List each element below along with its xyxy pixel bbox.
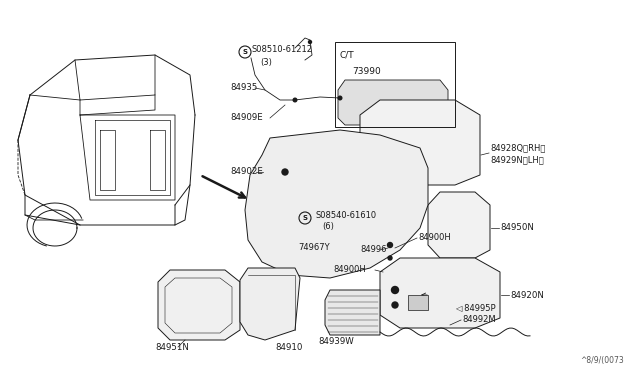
Circle shape: [387, 243, 392, 247]
Text: 84992M: 84992M: [462, 315, 495, 324]
Polygon shape: [380, 258, 500, 328]
Bar: [335, 42, 455, 127]
Text: 84951N: 84951N: [155, 343, 189, 353]
Polygon shape: [428, 192, 490, 258]
Text: 84939W: 84939W: [318, 337, 354, 346]
Polygon shape: [245, 130, 428, 278]
Text: 84929N〈LH〉: 84929N〈LH〉: [490, 155, 544, 164]
Text: C/T: C/T: [340, 51, 355, 60]
Text: 84902E: 84902E: [230, 167, 263, 176]
Circle shape: [392, 286, 399, 294]
Text: (3): (3): [260, 58, 272, 67]
Circle shape: [338, 96, 342, 100]
Text: ^8/9/(0073: ^8/9/(0073: [580, 356, 624, 365]
Polygon shape: [158, 270, 240, 340]
Text: S08540-61610: S08540-61610: [315, 211, 376, 219]
Text: S: S: [243, 49, 248, 55]
Text: ◁ 84995P: ◁ 84995P: [455, 304, 495, 312]
Polygon shape: [325, 290, 380, 335]
Text: 73990: 73990: [352, 67, 381, 77]
Circle shape: [293, 98, 297, 102]
Circle shape: [388, 256, 392, 260]
Text: 84910: 84910: [275, 343, 302, 353]
Polygon shape: [240, 268, 300, 340]
Text: 74967Y: 74967Y: [298, 244, 330, 253]
Text: 84900H: 84900H: [418, 234, 451, 243]
Polygon shape: [338, 80, 448, 125]
Circle shape: [392, 302, 398, 308]
Text: 84935: 84935: [230, 83, 257, 93]
Text: 84900H: 84900H: [333, 266, 365, 275]
Polygon shape: [360, 100, 480, 185]
Text: 84950N: 84950N: [500, 224, 534, 232]
Text: 84909E: 84909E: [230, 113, 263, 122]
Text: 84996: 84996: [360, 246, 387, 254]
Text: 84920N: 84920N: [510, 291, 544, 299]
Text: 84928Q〈RH〉: 84928Q〈RH〉: [490, 144, 545, 153]
Text: S08510-61212: S08510-61212: [252, 45, 313, 55]
Circle shape: [282, 169, 288, 175]
Circle shape: [308, 41, 312, 44]
Text: (6): (6): [322, 221, 334, 231]
Bar: [408, 295, 428, 310]
Text: S: S: [303, 215, 307, 221]
